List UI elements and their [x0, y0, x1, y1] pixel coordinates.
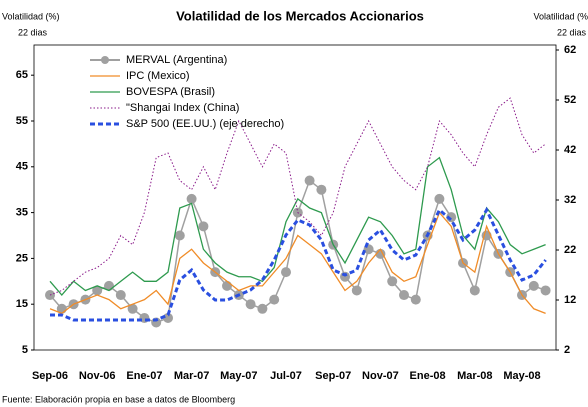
series-marker — [245, 299, 256, 310]
series-marker — [340, 271, 350, 282]
x-tick-label: Sep-06 — [32, 370, 68, 382]
y-tick-label: 55 — [16, 115, 28, 127]
series-line — [49, 179, 546, 324]
y2-axis-label: Volatilidad (% — [533, 11, 588, 21]
series-marker — [257, 303, 268, 314]
y2-tick-label: 32 — [564, 194, 576, 206]
series-marker — [222, 280, 232, 291]
x-tick-label: Nov-06 — [79, 370, 116, 382]
series-marker — [115, 290, 126, 301]
series-line — [49, 211, 546, 315]
series-marker — [528, 280, 539, 291]
series-marker — [399, 290, 409, 301]
series-marker — [316, 184, 327, 195]
series-marker — [469, 285, 480, 296]
series-marker — [163, 312, 173, 323]
chart-title: Volatilidad de los Mercados Accionarios — [176, 8, 424, 23]
legend-label: MERVAL (Argentina) — [126, 54, 227, 66]
y-axis-label: Volatilidad (%) — [2, 11, 60, 21]
legend-marker — [101, 56, 109, 64]
legend-label: IPC (Mexico) — [126, 70, 190, 82]
x-tick-label: Mar-07 — [174, 370, 209, 382]
y-tick-label: 45 — [16, 161, 28, 173]
x-tick-label: Ene-07 — [126, 370, 162, 382]
y2-axis-sublabel: 22 dias — [557, 27, 587, 37]
x-tick-label: May-08 — [503, 370, 540, 382]
y-tick-label: 35 — [16, 207, 28, 219]
series-line — [49, 156, 546, 297]
series-marker — [387, 276, 398, 287]
y2-tick-label: 42 — [564, 144, 576, 156]
series-marker — [198, 221, 209, 232]
series-marker — [410, 294, 421, 305]
x-tick-label: Ene-08 — [410, 370, 446, 382]
x-tick-label: May-07 — [220, 370, 257, 382]
y-tick-label: 15 — [16, 298, 28, 310]
y-axis-sublabel: 22 dias — [18, 27, 48, 37]
y2-tick-label: 52 — [564, 94, 576, 106]
y2-tick-label: 62 — [564, 44, 576, 56]
series-marker — [351, 285, 362, 296]
y2-tick-label: 12 — [564, 294, 576, 306]
series-marker — [127, 303, 138, 314]
legend-label: BOVESPA (Brasil) — [126, 86, 215, 98]
y2-tick-label: 2 — [564, 344, 570, 356]
x-tick-label: Nov-07 — [362, 370, 399, 382]
series-marker — [540, 285, 551, 296]
series-marker — [281, 267, 291, 278]
series-line — [49, 97, 546, 296]
legend-label: S&P 500 (EE.UU.) (eje derecho) — [126, 118, 284, 130]
y2-tick-label: 22 — [564, 244, 576, 256]
series-marker — [186, 193, 197, 204]
series-marker — [92, 285, 103, 296]
x-tick-label: Mar-08 — [457, 370, 492, 382]
legend-label: "Shangai Index (China) — [126, 102, 239, 114]
y-tick-label: 25 — [16, 252, 28, 264]
series-marker — [434, 193, 445, 204]
series-marker — [269, 294, 280, 305]
series-marker — [304, 175, 315, 186]
y-tick-label: 65 — [16, 69, 28, 81]
y-tick-label: 5 — [22, 344, 28, 356]
x-tick-label: Jul-07 — [270, 370, 302, 382]
series-line — [50, 206, 547, 322]
source-note: Fuente: Elaboración propia en base a dat… — [2, 394, 235, 404]
series-marker — [174, 230, 185, 241]
x-tick-label: Sep-07 — [315, 370, 351, 382]
plot-frame — [33, 44, 557, 351]
